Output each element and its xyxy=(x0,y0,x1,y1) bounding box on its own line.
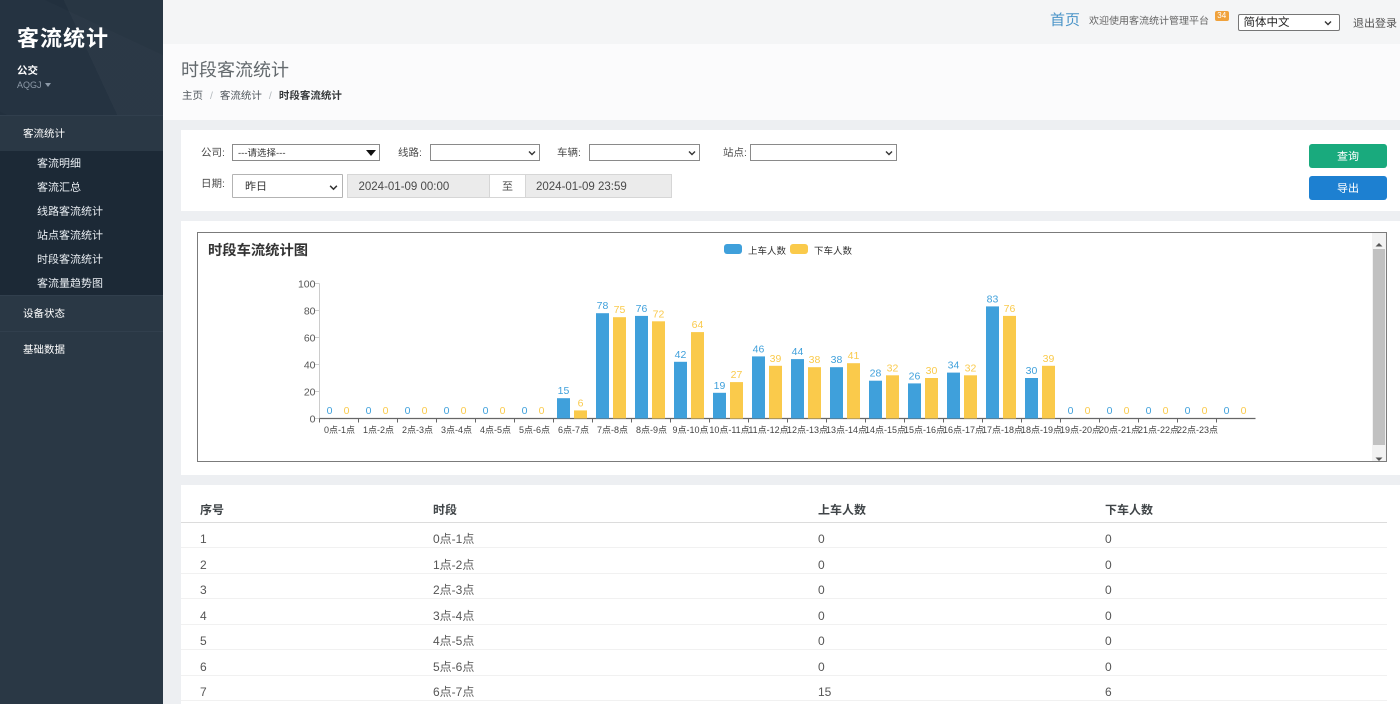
svg-text:5点-6点: 5点-6点 xyxy=(519,423,550,436)
svg-text:40: 40 xyxy=(304,357,316,372)
svg-text:38: 38 xyxy=(831,352,843,367)
svg-text:1点-2点: 1点-2点 xyxy=(363,423,394,436)
svg-text:0: 0 xyxy=(1068,403,1074,418)
svg-text:27: 27 xyxy=(731,367,743,382)
svg-text:20点-21点: 20点-21点 xyxy=(1099,423,1140,436)
svg-text:16点-17点: 16点-17点 xyxy=(943,423,984,436)
svg-text:8点-9点: 8点-9点 xyxy=(636,423,667,436)
svg-text:0: 0 xyxy=(344,403,350,418)
svg-text:0: 0 xyxy=(422,403,428,418)
svg-text:22点-23点: 22点-23点 xyxy=(1177,423,1218,436)
svg-text:78: 78 xyxy=(597,298,609,313)
svg-text:0: 0 xyxy=(539,403,545,418)
svg-text:26: 26 xyxy=(909,368,921,383)
svg-text:32: 32 xyxy=(887,360,899,375)
svg-text:0: 0 xyxy=(1185,403,1191,418)
svg-text:0点-1点: 0点-1点 xyxy=(324,423,355,436)
svg-text:6: 6 xyxy=(578,395,584,410)
svg-text:9点-10点: 9点-10点 xyxy=(672,423,708,436)
svg-text:19点-20点: 19点-20点 xyxy=(1060,423,1101,436)
svg-text:41: 41 xyxy=(848,348,860,363)
svg-text:76: 76 xyxy=(636,301,648,316)
svg-text:39: 39 xyxy=(1043,351,1055,366)
svg-text:18点-19点: 18点-19点 xyxy=(1021,423,1062,436)
svg-text:46: 46 xyxy=(753,341,765,356)
svg-text:3点-4点: 3点-4点 xyxy=(441,423,472,436)
svg-text:0: 0 xyxy=(1202,403,1208,418)
svg-text:44: 44 xyxy=(792,344,804,359)
svg-text:6点-7点: 6点-7点 xyxy=(558,423,589,436)
svg-text:0: 0 xyxy=(1241,403,1247,418)
svg-text:83: 83 xyxy=(987,291,999,306)
svg-text:42: 42 xyxy=(675,347,687,362)
svg-text:80: 80 xyxy=(304,303,316,318)
svg-text:75: 75 xyxy=(614,302,626,317)
svg-text:0: 0 xyxy=(461,403,467,418)
svg-text:15: 15 xyxy=(558,383,570,398)
svg-text:34: 34 xyxy=(948,358,960,373)
svg-text:60: 60 xyxy=(304,330,316,345)
svg-text:7点-8点: 7点-8点 xyxy=(597,423,628,436)
svg-text:39: 39 xyxy=(770,351,782,366)
svg-text:0: 0 xyxy=(1224,403,1230,418)
svg-text:0: 0 xyxy=(327,403,333,418)
svg-text:0: 0 xyxy=(310,411,316,426)
svg-text:10点-11点: 10点-11点 xyxy=(709,423,749,436)
svg-text:20: 20 xyxy=(304,384,316,399)
svg-text:0: 0 xyxy=(1107,403,1113,418)
svg-text:64: 64 xyxy=(692,317,704,332)
svg-text:28: 28 xyxy=(870,366,882,381)
svg-text:0: 0 xyxy=(500,403,506,418)
svg-text:0: 0 xyxy=(366,403,372,418)
svg-text:4点-5点: 4点-5点 xyxy=(480,423,511,436)
svg-text:0: 0 xyxy=(1085,403,1091,418)
svg-text:0: 0 xyxy=(1146,403,1152,418)
svg-text:30: 30 xyxy=(1026,363,1038,378)
svg-text:0: 0 xyxy=(1163,403,1169,418)
svg-text:32: 32 xyxy=(965,360,977,375)
svg-text:13点-14点: 13点-14点 xyxy=(826,423,867,436)
svg-text:19: 19 xyxy=(714,378,726,393)
svg-text:38: 38 xyxy=(809,352,821,367)
svg-text:76: 76 xyxy=(1004,301,1016,316)
svg-text:17点-18点: 17点-18点 xyxy=(982,423,1023,436)
svg-text:0: 0 xyxy=(483,403,489,418)
svg-text:30: 30 xyxy=(926,363,938,378)
svg-text:14点-15点: 14点-15点 xyxy=(865,423,906,436)
svg-text:0: 0 xyxy=(444,403,450,418)
svg-text:100: 100 xyxy=(298,276,316,291)
svg-text:0: 0 xyxy=(383,403,389,418)
svg-text:15点-16点: 15点-16点 xyxy=(904,423,945,436)
svg-text:0: 0 xyxy=(1124,403,1130,418)
svg-text:0: 0 xyxy=(522,403,528,418)
svg-text:11点-12点: 11点-12点 xyxy=(748,423,788,436)
svg-text:0: 0 xyxy=(405,403,411,418)
svg-text:2点-3点: 2点-3点 xyxy=(402,423,433,436)
svg-text:72: 72 xyxy=(653,306,665,321)
svg-text:21点-22点: 21点-22点 xyxy=(1138,423,1179,436)
svg-text:12点-13点: 12点-13点 xyxy=(787,423,828,436)
